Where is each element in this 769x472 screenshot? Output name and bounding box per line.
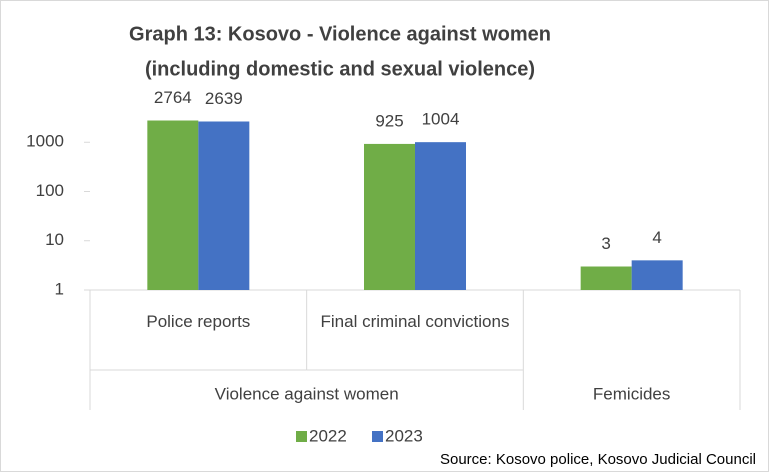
bar: [364, 143, 415, 290]
data-label: 925: [375, 111, 403, 130]
bar: [147, 120, 199, 291]
y-tick-label: 10: [45, 230, 64, 249]
legend-label: 2023: [385, 426, 423, 445]
legend-label: 2022: [309, 426, 347, 445]
source: Source: Kosovo police, Kosovo Judicial C…: [440, 451, 756, 468]
data-label: 4: [652, 228, 661, 247]
legend-swatch: [296, 431, 307, 442]
bar: [580, 266, 632, 290]
bar: [415, 142, 466, 290]
group-label: Violence against women: [215, 384, 399, 403]
y-tick-label: 1: [55, 279, 64, 298]
data-label: 1004: [422, 110, 460, 129]
data-label: 3: [601, 234, 610, 253]
legend-swatch: [372, 431, 383, 442]
chart-title: (including domestic and sexual violence): [145, 58, 535, 80]
data-label: 2764: [154, 88, 192, 107]
bar: [631, 260, 683, 290]
y-tick-label: 100: [36, 181, 64, 200]
x-tick-label: Final criminal convictions: [320, 312, 510, 331]
data-label: 2639: [205, 89, 243, 108]
group-label: Femicides: [593, 384, 670, 403]
bar: [198, 121, 250, 290]
y-tick-label: 1000: [26, 132, 64, 151]
x-tick-label: Police reports: [146, 312, 251, 331]
chart-title: Graph 13: Kosovo - Violence against wome…: [129, 23, 551, 45]
